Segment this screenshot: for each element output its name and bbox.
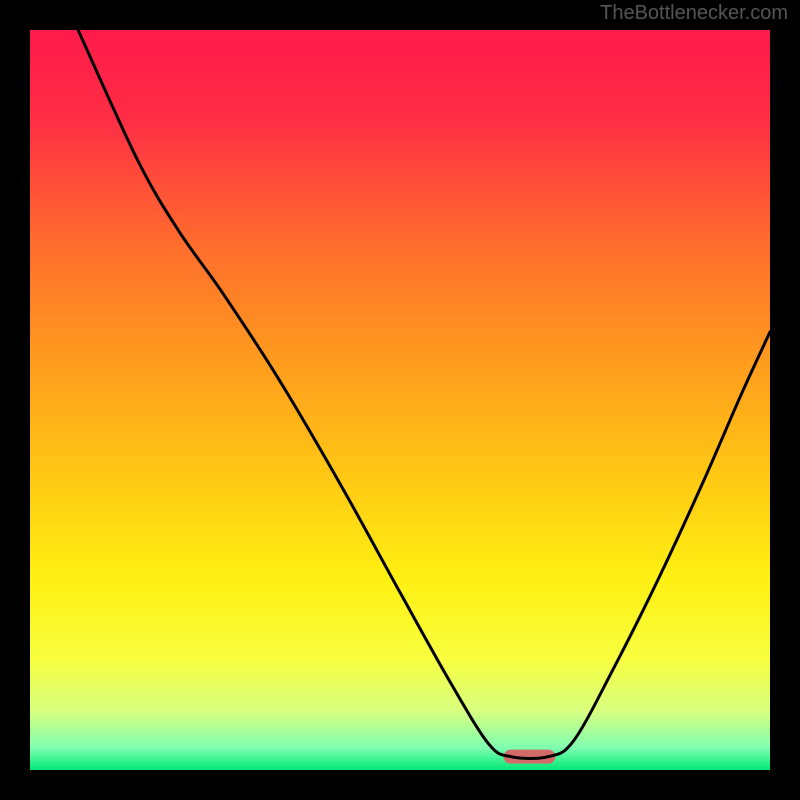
plot-frame [30,30,770,770]
watermark-text: TheBottlenecker.com [600,2,788,25]
curve-layer [30,30,770,770]
bottleneck-curve [78,30,770,758]
